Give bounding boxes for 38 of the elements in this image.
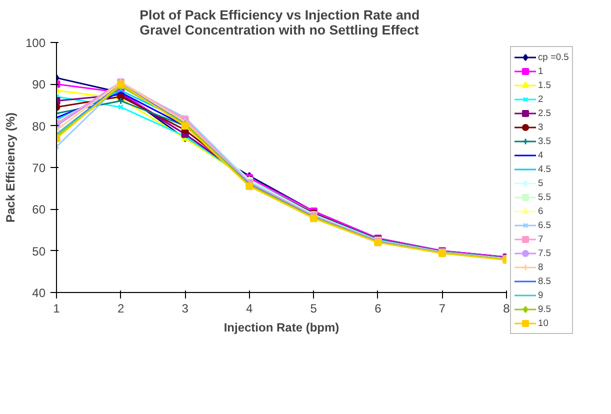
legend-label: 5.5 xyxy=(538,191,552,204)
y-tick-label: 90 xyxy=(32,78,46,92)
legend-label: 9.5 xyxy=(538,303,552,316)
legend-label: 10 xyxy=(538,317,550,330)
x-axis-title: Injection Rate (bpm) xyxy=(224,320,340,334)
y-tick-label: 80 xyxy=(32,119,46,134)
x-tick-label: 4 xyxy=(246,302,254,316)
legend-label: cp =0.5 xyxy=(538,51,569,64)
y-tick-label: 60 xyxy=(32,202,46,217)
x-tick-label: 6 xyxy=(374,302,382,316)
x-tick-label: 1 xyxy=(53,302,60,316)
y-tick-label: 100 xyxy=(25,36,46,50)
legend-label: 7 xyxy=(538,233,544,246)
legend-label: 2 xyxy=(538,93,544,106)
x-tick-label: 8 xyxy=(503,302,510,316)
legend-label: 4 xyxy=(538,149,544,162)
legend-label: 2.5 xyxy=(538,107,552,120)
legend-label: 4.5 xyxy=(538,163,552,176)
legend-label: 7.5 xyxy=(538,247,552,260)
legend-label: 3.5 xyxy=(538,135,552,148)
legend-label: 1.5 xyxy=(538,79,552,92)
legend-label: 1 xyxy=(538,65,544,78)
y-axis-title: Pack Efficiency (%) xyxy=(3,112,18,223)
x-tick-label: 7 xyxy=(438,302,446,316)
legend-label: 9 xyxy=(538,289,544,302)
legend-label: 3 xyxy=(538,121,544,134)
x-tick-label: 3 xyxy=(182,302,189,316)
x-tick-label: 2 xyxy=(117,302,124,316)
legend-label: 6 xyxy=(538,205,544,218)
legend-label: 8 xyxy=(538,261,544,274)
chart-title: Plot of Pack Efficiency vs Injection Rate and Gravel Concentration with no Settling Effect xyxy=(140,8,420,38)
legend-label: 8.5 xyxy=(538,275,552,288)
y-tick-label: 40 xyxy=(32,286,46,300)
x-tick-label: 5 xyxy=(310,302,318,316)
y-tick-label: 70 xyxy=(32,161,46,175)
legend-label: 5 xyxy=(538,177,544,190)
legend-label: 6.5 xyxy=(538,219,552,232)
y-tick-label: 50 xyxy=(32,244,46,258)
